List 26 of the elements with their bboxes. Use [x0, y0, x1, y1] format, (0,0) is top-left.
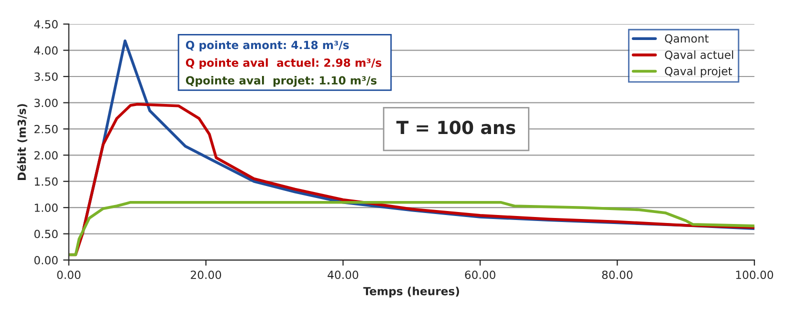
y-tick-label: 2.00: [34, 151, 58, 160]
line-series: [68, 200, 754, 256]
y-tick-label: 4.00: [34, 46, 58, 55]
legend-label: Qaval actuel: [664, 50, 734, 60]
legend-label: Qaval projet: [664, 66, 732, 78]
y-tick-label: 0.50: [34, 230, 58, 238]
x-tick-label: 80.00: [602, 270, 632, 280]
y-tick-label: 0.00: [34, 256, 58, 264]
x-tick-label: 0.00: [57, 270, 80, 280]
y-axis-title: Débit (m3/s): [16, 104, 28, 180]
x-tick-label: 100.00: [736, 270, 774, 280]
y-tick-label: 3.00: [34, 98, 58, 108]
y-tick-label: 2.50: [34, 124, 58, 134]
annotation: Qpointe aval projet: 1.10 m³/s: [186, 76, 377, 87]
y-tick-label: 1.00: [34, 204, 58, 212]
y-tick-label: 4.50: [34, 20, 58, 28]
annotation: T = 100 ans: [396, 120, 516, 134]
x-axis-title: Temps (heures): [363, 286, 460, 298]
x-tick-label: 60.00: [465, 270, 496, 280]
annotation: Q pointe aval actuel: 2.98 m³/s: [186, 58, 382, 70]
annotation: Q pointe amont: 4.18 m³/s: [186, 40, 349, 52]
y-tick-label: 1.50: [34, 177, 58, 186]
x-tick-label: 20.00: [190, 270, 222, 280]
x-tick-label: 40.00: [328, 270, 358, 280]
y-tick-label: 3.50: [34, 72, 58, 81]
legend-label: Qamont: [664, 34, 709, 44]
